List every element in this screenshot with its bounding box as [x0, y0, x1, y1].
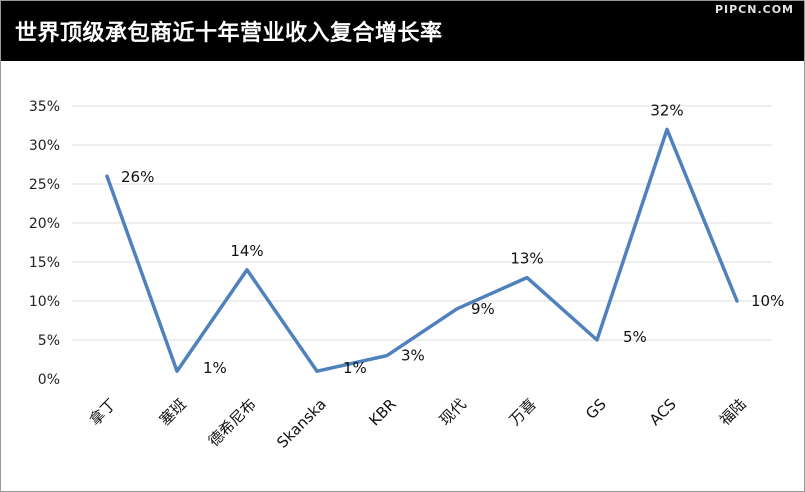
data-label: 5%	[623, 328, 647, 346]
x-tick-label: 德希尼布	[205, 395, 260, 450]
title-bar: 世界顶级承包商近十年营业收入复合增长率 PIPCN.COM	[1, 1, 804, 61]
series-line	[105, 127, 739, 373]
y-tick-label: 10%	[29, 294, 60, 310]
data-label: 1%	[203, 359, 227, 377]
y-tick-label: 15%	[29, 255, 60, 271]
data-label: 26%	[121, 168, 154, 186]
x-tick-label: 万喜	[506, 395, 540, 429]
x-tick-label: ACS	[646, 395, 680, 429]
x-tick-label: 福陆	[716, 395, 750, 429]
data-label: 9%	[471, 300, 495, 318]
y-tick-label: 0%	[38, 372, 60, 388]
series-line-path	[105, 127, 739, 373]
y-tick-label: 20%	[29, 216, 60, 232]
x-tick-label: 拿丁	[86, 395, 120, 429]
x-axis-ticks: 拿丁 塞班 德希尼布 Skanska KBR 现代 万喜 GS ACS 福陆	[86, 395, 750, 452]
chart-title: 世界顶级承包商近十年营业收入复合增长率	[15, 21, 443, 46]
data-label: 1%	[343, 359, 367, 377]
x-tick-label: Skanska	[273, 395, 330, 452]
y-tick-label: 35%	[29, 99, 60, 115]
x-tick-label: GS	[582, 395, 610, 423]
x-tick-label: KBR	[365, 395, 399, 429]
y-tick-label: 30%	[29, 138, 60, 154]
y-tick-label: 25%	[29, 177, 60, 193]
x-tick-label: 塞班	[156, 395, 190, 429]
gridlines	[72, 105, 772, 341]
y-tick-label: 5%	[38, 333, 60, 349]
data-label: 14%	[230, 242, 263, 260]
y-axis-ticks: 0% 5% 10% 15% 20% 25% 30% 35%	[29, 99, 60, 388]
x-tick-label: 现代	[436, 395, 470, 429]
data-label: 10%	[751, 292, 784, 310]
data-label: 32%	[650, 101, 683, 119]
data-labels: 26% 1% 14% 1% 3% 9% 13% 5% 32% 10%	[121, 101, 784, 377]
watermark: PIPCN.COM	[714, 3, 794, 16]
data-label: 13%	[510, 250, 543, 268]
data-label: 3%	[401, 347, 425, 365]
